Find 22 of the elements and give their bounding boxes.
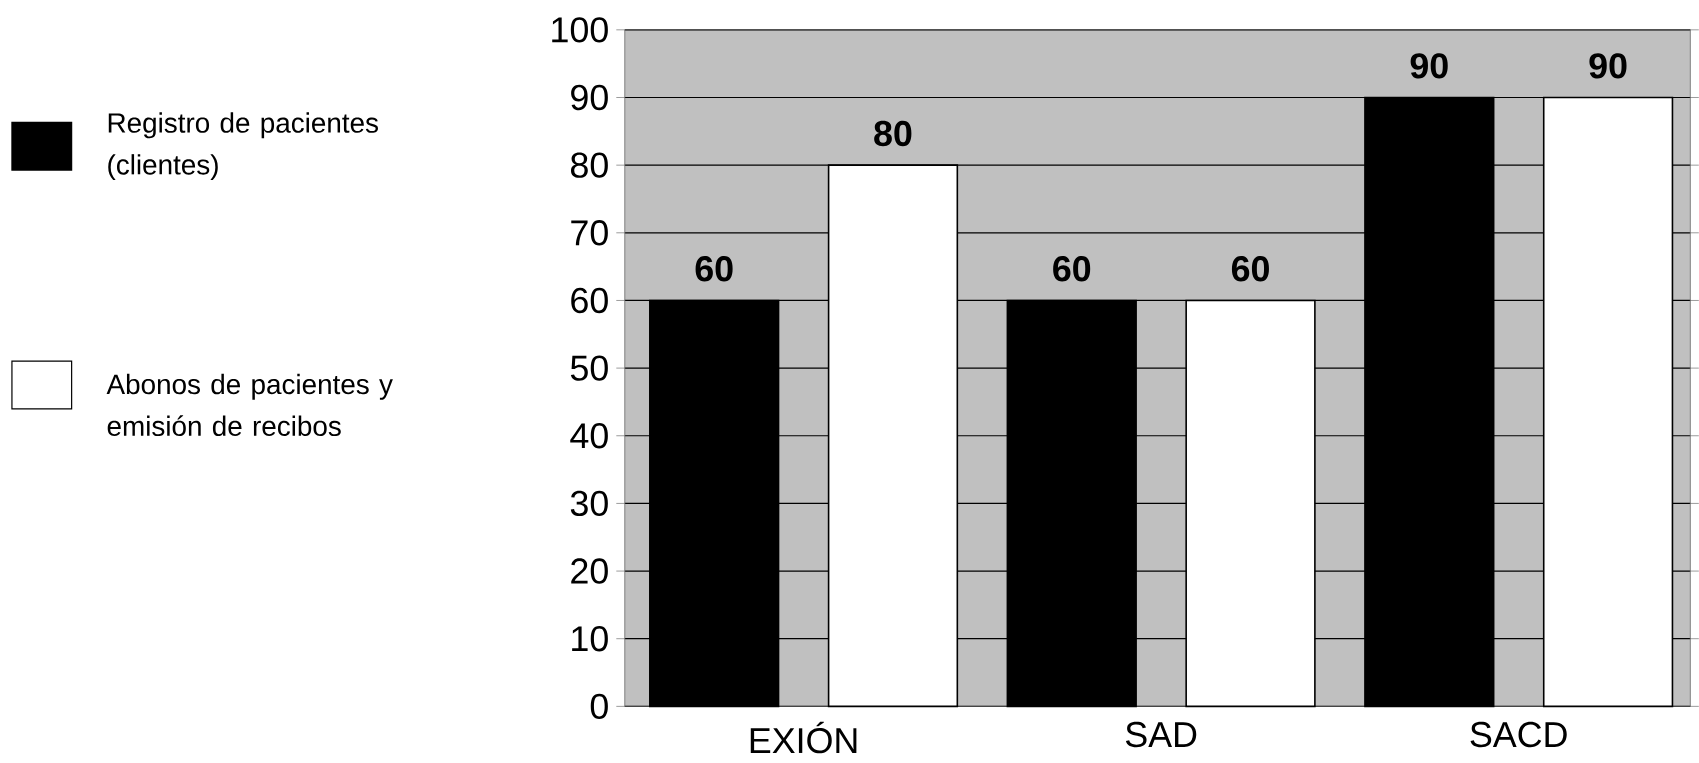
x-tick-label: SACD <box>1470 721 1567 748</box>
y-tick-label: 60 <box>571 287 608 314</box>
y-tick-label: 90 <box>571 84 608 111</box>
x-tick-label: EXIÓN <box>750 721 857 754</box>
y-tick-label: 100 <box>552 17 608 43</box>
y-tick-label: 0 <box>590 693 608 720</box>
y-tick-label: 40 <box>570 423 608 449</box>
y-tick-label: 70 <box>571 220 608 246</box>
legend-label: Abonos de pacientes y emisión de recibos <box>106 373 393 437</box>
data-label: 60 <box>1231 256 1269 282</box>
data-label: 90 <box>1589 53 1627 79</box>
y-tick-label: 20 <box>571 558 608 584</box>
data-label: 90 <box>1410 53 1448 79</box>
data-label: 60 <box>695 256 733 282</box>
y-tick-label: 80 <box>570 152 608 178</box>
data-label: 80 <box>874 120 912 147</box>
legend-label: Registro de pacientes (clientes) <box>108 112 378 181</box>
y-tick-label: 30 <box>570 490 608 517</box>
y-tick-label: 50 <box>570 355 608 381</box>
data-label: 60 <box>1053 256 1091 282</box>
x-tick-label: SAD <box>1125 721 1197 748</box>
y-tick-label: 10 <box>572 625 608 652</box>
